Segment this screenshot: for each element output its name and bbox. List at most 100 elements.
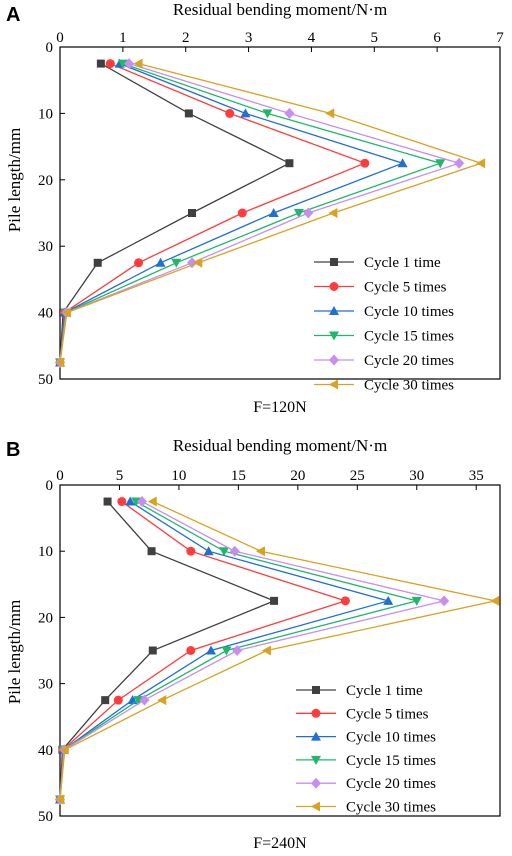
- data-point: [147, 547, 156, 556]
- panel-label-b: B: [6, 439, 20, 461]
- x-tick-label: 6: [433, 30, 441, 46]
- legend-label: Cycle 30 times: [346, 800, 436, 816]
- y-tick-label: 50: [38, 809, 53, 825]
- data-point: [117, 497, 127, 507]
- legend-marker: [329, 379, 338, 390]
- data-point: [103, 497, 112, 506]
- y-tick-label: 40: [38, 743, 53, 759]
- data-point: [55, 794, 64, 805]
- legend-label: Cycle 1 time: [346, 683, 423, 699]
- data-point: [148, 646, 157, 655]
- legend-label: Cycle 1 time: [364, 255, 441, 271]
- data-point: [325, 108, 335, 119]
- chart-caption: F=120N: [253, 399, 307, 416]
- data-point: [171, 258, 182, 268]
- data-point: [147, 496, 157, 507]
- data-point: [101, 696, 110, 705]
- data-point: [157, 695, 167, 706]
- y-tick-label: 50: [38, 372, 53, 388]
- data-point: [96, 59, 105, 68]
- data-point: [285, 159, 294, 168]
- data-point: [139, 694, 150, 706]
- data-point: [221, 646, 232, 656]
- plot-frame: [59, 484, 501, 817]
- legend-marker: [311, 731, 321, 741]
- legend-label: Cycle 30 times: [364, 378, 454, 394]
- x-tick-label: 15: [231, 468, 246, 484]
- y-tick-label: 0: [46, 40, 54, 56]
- series-line: [59, 63, 291, 363]
- data-point: [225, 108, 235, 118]
- series-line: [59, 62, 405, 363]
- data-point: [134, 258, 144, 268]
- data-point: [439, 595, 450, 607]
- y-tick-label: 0: [46, 478, 54, 494]
- series-line: [59, 63, 367, 363]
- x-tick-label: 0: [56, 30, 64, 46]
- chart-caption: F=240N: [253, 835, 307, 852]
- x-tick-label: 1: [119, 30, 127, 46]
- legend-marker: [329, 282, 339, 291]
- x-tick-label: 35: [469, 468, 484, 484]
- series-group: [55, 496, 500, 805]
- x-tick-label: 20: [290, 468, 305, 484]
- legend-marker: [329, 306, 339, 315]
- data-point: [490, 595, 500, 606]
- panel-label-a: A: [6, 4, 20, 26]
- legend: Cycle 1 time Cycle 5 times Cycle 10 times C…: [296, 683, 436, 816]
- legend-label: Cycle 15 times: [364, 329, 454, 345]
- legend-marker: [311, 755, 321, 765]
- data-point: [268, 208, 279, 217]
- y-tick-label: 10: [38, 106, 53, 122]
- legend-label: Cycle 20 times: [346, 776, 436, 792]
- data-point: [397, 158, 408, 168]
- data-point: [117, 59, 128, 69]
- x-tick-label: 7: [496, 30, 504, 46]
- data-point: [137, 496, 148, 508]
- legend-marker: [329, 331, 339, 341]
- data-point: [328, 208, 338, 218]
- legend-label: Cycle 5 times: [364, 280, 447, 296]
- legend-label: Cycle 5 times: [346, 706, 429, 722]
- data-point: [284, 107, 295, 119]
- series-line: [59, 501, 348, 800]
- data-point: [237, 208, 247, 218]
- legend-label: Cycle 10 times: [346, 730, 436, 746]
- data-point: [340, 596, 350, 606]
- legend-marker: [329, 354, 339, 366]
- y-tick-label: 30: [38, 677, 53, 693]
- x-tick-label: 4: [308, 30, 316, 46]
- legend-marker: [311, 801, 320, 812]
- legend-label: Cycle 20 times: [364, 353, 454, 369]
- y-axis-title: Pile length/mm: [5, 600, 24, 704]
- data-point: [206, 645, 217, 655]
- data-point: [184, 109, 193, 118]
- data-point: [262, 109, 273, 119]
- legend-marker: [311, 708, 321, 718]
- data-point: [188, 209, 196, 217]
- data-point: [293, 209, 304, 218]
- chart-panel-b: B Residual bending moment/N·m Pile lengt…: [5, 436, 501, 852]
- legend-label: Cycle 15 times: [346, 753, 436, 769]
- x-tick-label: 0: [56, 468, 64, 484]
- x-tick-label: 5: [116, 468, 124, 484]
- x-tick-label: 10: [171, 468, 186, 484]
- legend-marker: [330, 258, 338, 266]
- data-point: [193, 257, 203, 268]
- legend-marker: [312, 686, 320, 694]
- y-tick-label: 20: [38, 173, 53, 189]
- y-tick-label: 10: [38, 544, 53, 560]
- data-point: [61, 307, 71, 318]
- data-point: [303, 207, 314, 219]
- y-axis-title: Pile length/mm: [5, 128, 24, 232]
- legend-marker: [311, 777, 321, 789]
- tick-group: 0 5 10 15 20 25 30 35 0 10 20 30 40 50: [38, 468, 484, 825]
- data-point: [476, 158, 486, 169]
- data-point: [133, 696, 144, 706]
- x-axis-title: Residual bending moment/N·m: [173, 436, 387, 455]
- series-group: [55, 58, 486, 368]
- y-tick-label: 30: [38, 239, 53, 255]
- data-point: [411, 596, 422, 606]
- data-point: [240, 108, 251, 118]
